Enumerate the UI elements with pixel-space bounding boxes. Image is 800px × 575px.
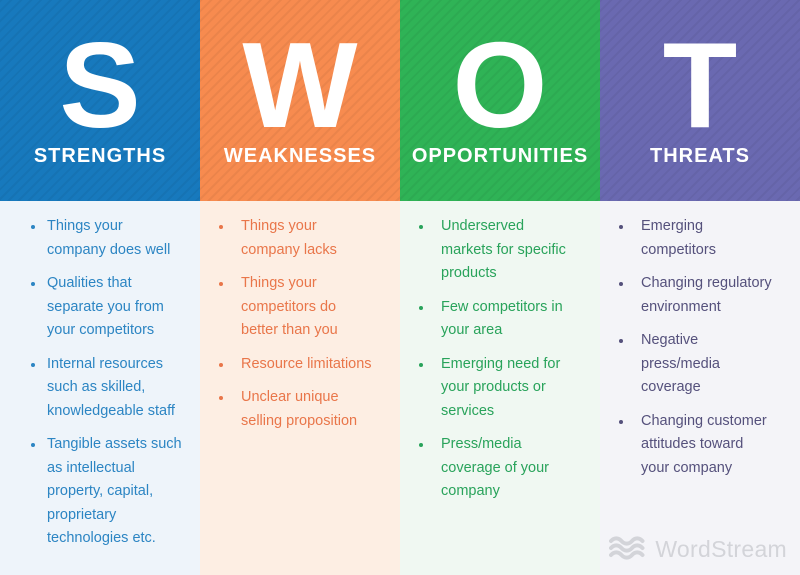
list-item: Few competitors in your area [400,296,574,343]
list-item: Unclear unique selling proposition [200,386,374,433]
list-item: Things your company does well [0,215,184,262]
list-item: Emerging competitors [600,215,774,262]
threats-header: T THREATS [600,0,800,201]
list-item: Negative press/media coverage [600,329,774,400]
list-item: Things your competitors do better than y… [200,272,374,343]
strengths-big-letter: S [59,17,141,153]
strengths-list: Things your company does well Qualities … [0,201,200,575]
list-item: Underserved markets for specific product… [400,215,574,286]
strengths-title: STRENGTHS [33,145,167,167]
list-item: Emerging need for your products or servi… [400,353,574,424]
column-weaknesses: W WEAKNESSES Things your company lacks T… [200,0,400,575]
column-strengths: S STRENGTHS Things your company does wel… [0,0,200,575]
wordstream-logo: WordStream [609,536,787,562]
weaknesses-big-letter: W [242,17,358,153]
wordstream-logo-text: WordStream [655,535,787,562]
wave-icon [609,536,645,560]
list-item: Internal resources such as skilled, know… [0,353,184,424]
opportunities-header: O OPPORTUNITIES [400,0,600,201]
column-threats: T THREATS Emerging competitors Changing … [600,0,800,575]
list-item: Things your company lacks [200,215,374,262]
list-item: Changing customer attitudes toward your … [600,410,774,481]
weaknesses-header: W WEAKNESSES [200,0,400,201]
threats-big-letter: T [662,17,738,153]
strengths-header: S STRENGTHS [0,0,200,201]
list-item: Qualities that separate you from your co… [0,272,184,343]
weaknesses-title: WEAKNESSES [223,145,377,167]
weaknesses-list: Things your company lacks Things your co… [200,201,400,575]
list-item: Resource limitations [200,353,374,377]
threats-list: Emerging competitors Changing regulatory… [600,201,800,575]
list-item: Tangible assets such as intellectual pro… [0,433,184,551]
threats-title: THREATS [650,145,750,167]
opportunities-list: Underserved markets for specific product… [400,201,600,575]
column-opportunities: O OPPORTUNITIES Underserved markets for … [400,0,600,575]
list-item: Changing regulatory environment [600,272,774,319]
list-item: Press/media coverage of your company [400,433,574,504]
opportunities-big-letter: O [452,17,548,153]
opportunities-title: OPPORTUNITIES [411,145,589,167]
